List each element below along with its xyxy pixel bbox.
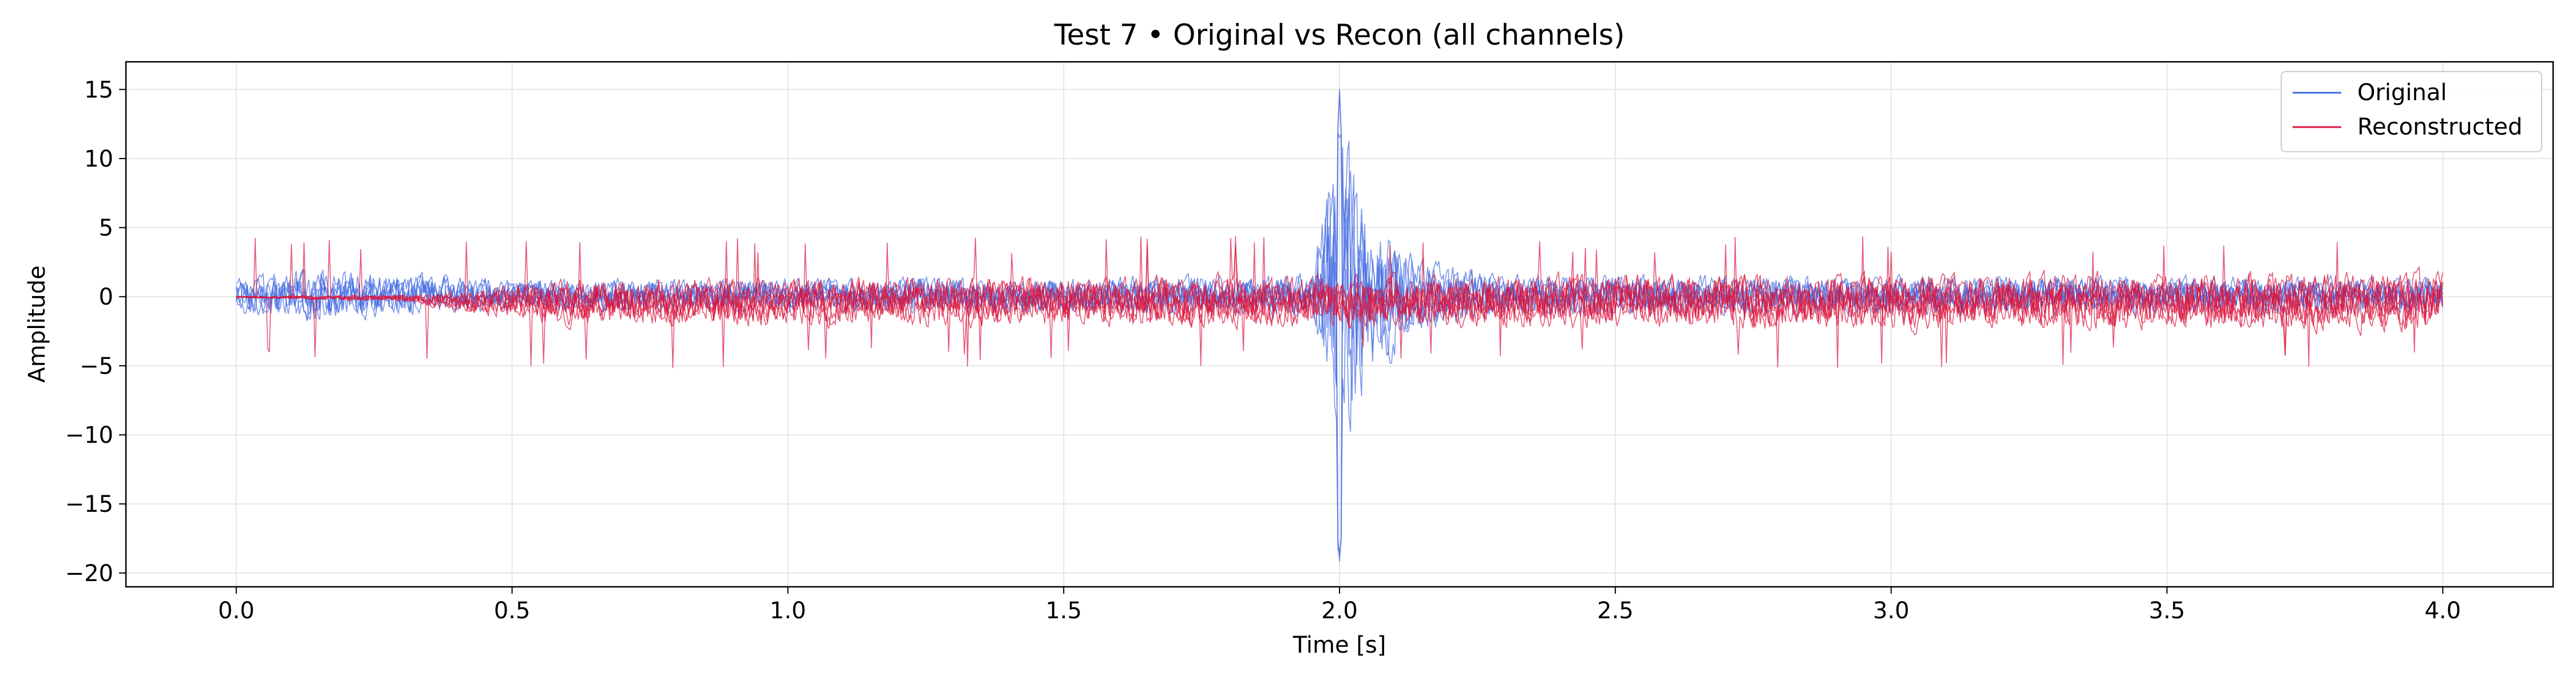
legend-box xyxy=(2281,71,2542,152)
x-tick-label: 1.5 xyxy=(1045,598,1082,624)
chart-title: Test 7 • Original vs Recon (all channels… xyxy=(1054,18,1625,52)
legend: Original Reconstructed xyxy=(2281,71,2542,152)
x-tick-label: 2.5 xyxy=(1597,598,1634,624)
y-tick-label: 5 xyxy=(99,215,113,242)
original-channel-line xyxy=(235,93,2444,366)
y-tick-label: 15 xyxy=(84,77,113,103)
reconstructed-channel-line xyxy=(236,241,2444,368)
x-tick-label: 4.0 xyxy=(2424,598,2461,624)
legend-label-original: Original xyxy=(2357,80,2447,106)
legend-label-reconstructed: Reconstructed xyxy=(2357,114,2522,140)
y-tick-label: −10 xyxy=(65,423,113,449)
x-tick-label: 0.0 xyxy=(218,598,255,624)
x-tick-label: 2.0 xyxy=(1321,598,1358,624)
x-tick-label: 0.5 xyxy=(494,598,531,624)
reconstructed-channel-line xyxy=(236,236,2444,369)
y-tick-label: −20 xyxy=(65,560,113,587)
reconstructed-channel-line xyxy=(236,236,2444,364)
x-tick-label: 1.0 xyxy=(770,598,807,624)
x-tick-label: 3.0 xyxy=(1873,598,1910,624)
y-tick-label: −5 xyxy=(80,353,113,380)
plot-lines xyxy=(235,89,2444,562)
y-tick-label: −15 xyxy=(65,491,113,518)
axis-ticks: 0.0 0.5 1.0 1.5 2.0 2.5 3.0 3.5 4.0 −20 −15 −10 −5 0 5… xyxy=(65,77,2462,624)
y-tick-label: 10 xyxy=(84,146,113,172)
y-tick-label: 0 xyxy=(99,284,113,310)
y-axis-label: Amplitude xyxy=(24,266,50,383)
x-tick-label: 3.5 xyxy=(2149,598,2186,624)
x-axis-label: Time [s] xyxy=(1293,632,1386,658)
